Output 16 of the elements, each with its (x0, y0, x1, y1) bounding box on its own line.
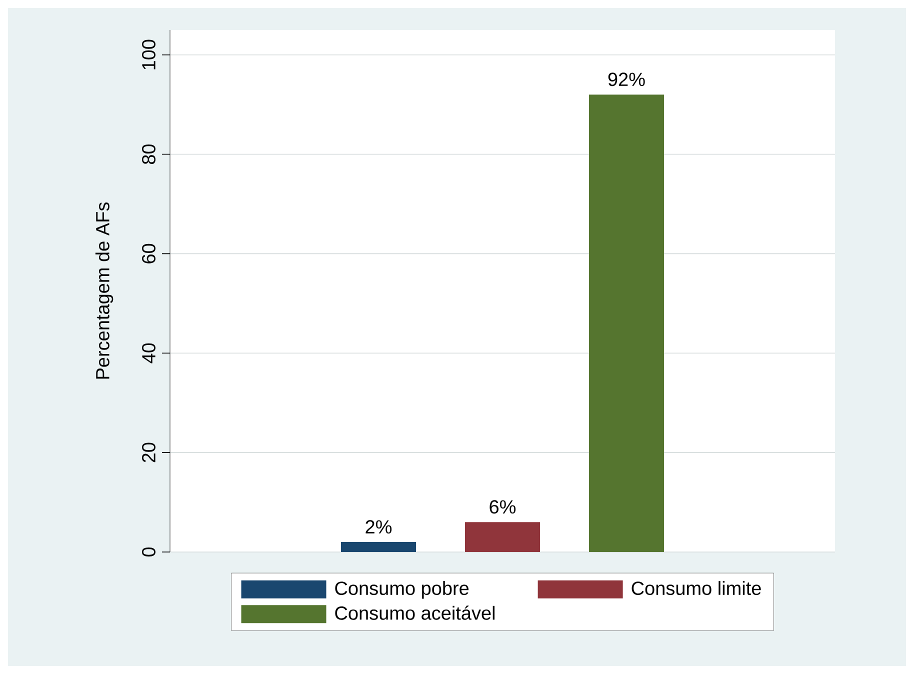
y-tick-label: 80 (142, 144, 156, 164)
y-tick-label: 40 (142, 343, 156, 364)
legend-label: Consumo pobre (335, 581, 469, 599)
bar (341, 542, 416, 552)
y-tick-label: 100 (142, 40, 156, 70)
legend-label: Consumo limite (632, 581, 761, 596)
data-label: 92% (608, 72, 645, 86)
y-tick-label: 0 (142, 547, 156, 557)
y-tick-label: 60 (142, 244, 156, 264)
y-axis-title: Percentagem de AFs (95, 202, 114, 379)
bar (465, 522, 540, 552)
bar (589, 94, 664, 552)
legend-label: Consumo aceitável (335, 606, 495, 620)
data-label: 2% (366, 520, 392, 534)
y-tick-label: 20 (142, 442, 156, 462)
data-label: 6% (490, 500, 516, 514)
